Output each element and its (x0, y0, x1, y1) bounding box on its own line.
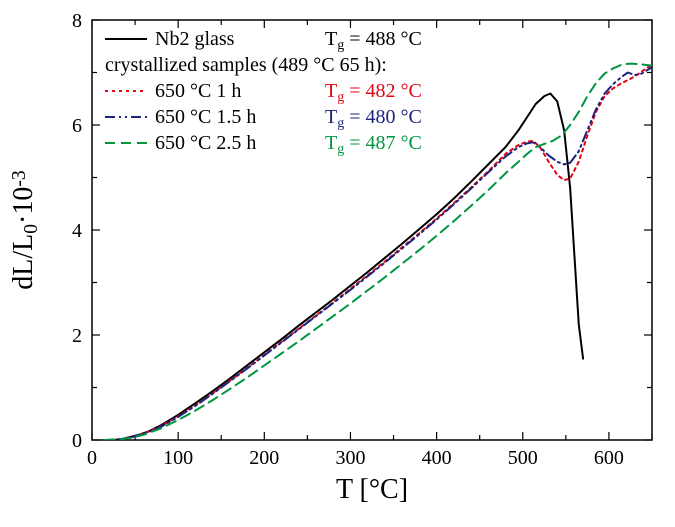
x-tick-label: 200 (249, 447, 279, 469)
x-axis-label: T [°C] (336, 474, 408, 505)
legend-subtitle: crystallized samples (489 °C 65 h): (105, 54, 387, 76)
y-tick-label: 4 (72, 220, 82, 242)
x-tick-label: 600 (594, 447, 624, 469)
y-tick-label: 6 (72, 115, 82, 137)
x-tick-label: 500 (508, 447, 538, 469)
x-tick-label: 100 (163, 447, 193, 469)
x-tick-label: 0 (87, 447, 97, 469)
y-tick-label: 0 (72, 430, 82, 452)
legend-label: 650 °C 1 h (155, 80, 241, 102)
y-tick-label: 8 (72, 10, 82, 32)
chart-svg: 010020030040050060002468T [°C]dL/L0·10-3… (0, 0, 675, 527)
chart-container: 010020030040050060002468T [°C]dL/L0·10-3… (0, 0, 675, 527)
legend-label: 650 °C 2.5 h (155, 132, 256, 154)
legend-label: 650 °C 1.5 h (155, 106, 256, 128)
x-tick-label: 400 (422, 447, 452, 469)
y-tick-label: 2 (72, 325, 82, 347)
x-tick-label: 300 (335, 447, 365, 469)
legend-label-nb2: Nb2 glass (155, 28, 235, 50)
